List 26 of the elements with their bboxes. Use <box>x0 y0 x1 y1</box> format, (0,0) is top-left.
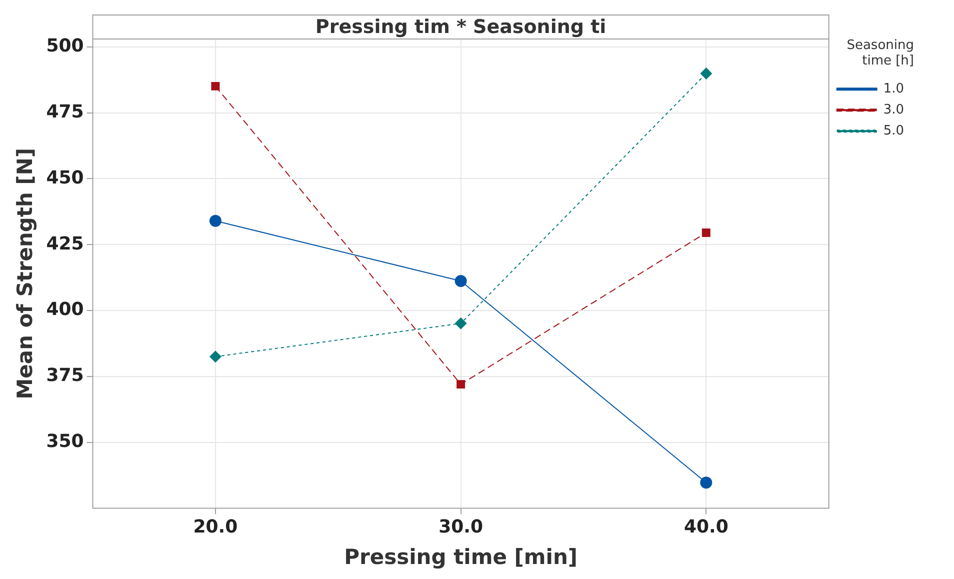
legend-label: 3.0 <box>883 102 904 118</box>
point <box>454 274 467 287</box>
chart-title: Pressing tim * Seasoning ti <box>315 16 606 38</box>
y-tick-label: 400 <box>46 299 84 320</box>
x-tick-label: 30.0 <box>438 516 484 538</box>
point <box>700 476 712 489</box>
y-tick-label: 500 <box>46 36 84 57</box>
y-tick-label: 375 <box>46 365 84 386</box>
y-tick-label: 350 <box>46 430 84 452</box>
legend-label: 1.0 <box>883 81 904 96</box>
y-tick-label: 475 <box>46 101 84 122</box>
x-tick-label: 20.0 <box>193 516 238 538</box>
point <box>702 228 710 237</box>
x-tick-label: 40.0 <box>684 516 728 538</box>
point <box>700 68 712 80</box>
x-axis-title: Pressing time [min] <box>344 544 578 569</box>
legend-title: Seasoning time [h] <box>846 38 914 68</box>
point <box>454 317 467 330</box>
point <box>456 380 466 389</box>
point <box>211 82 220 90</box>
point <box>209 350 222 363</box>
y-tick-label: 425 <box>46 233 84 254</box>
legend-label: 5.0 <box>883 123 904 138</box>
y-axis-title: Mean of Strength [N] <box>13 148 38 400</box>
point <box>209 214 222 227</box>
y-tick-label: 450 <box>46 167 84 188</box>
